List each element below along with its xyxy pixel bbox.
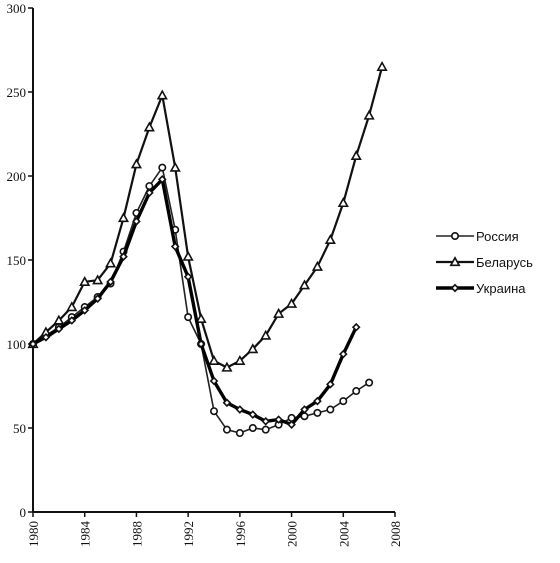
data-point: [221, 361, 233, 372]
y-tick-label: 100: [7, 337, 27, 352]
y-tick-label: 250: [7, 85, 27, 100]
chart-axes: 0 50 100 150 200 250 300 1980 1984 1988 1992 1996 20…: [7, 1, 404, 547]
legend-item: Россия: [436, 229, 519, 244]
legend-item: Украина: [436, 281, 526, 296]
x-tick-label: 1996: [233, 521, 248, 548]
data-point: [106, 277, 115, 287]
data-point: [365, 378, 374, 387]
data-point: [130, 158, 142, 169]
y-tick-label: 150: [7, 253, 27, 268]
data-point: [183, 272, 193, 282]
data-point: [339, 397, 348, 406]
legend-label: Беларусь: [476, 255, 533, 270]
data-point: [326, 405, 335, 414]
data-point: [195, 312, 207, 323]
data-point: [261, 416, 271, 426]
data-point: [273, 307, 285, 318]
chart-series: [27, 60, 388, 438]
data-point: [157, 175, 167, 184]
data-point: [145, 188, 154, 198]
data-point: [350, 149, 362, 160]
data-point: [210, 407, 219, 416]
data-point: [337, 197, 349, 208]
data-point: [260, 329, 272, 340]
data-point: [170, 242, 180, 251]
data-point: [93, 294, 102, 303]
data-point: [119, 252, 128, 261]
legend-marker: [450, 232, 459, 241]
legend-marker: [449, 256, 461, 267]
data-point: [105, 257, 117, 268]
data-point: [222, 398, 232, 408]
x-tick-label: 2004: [336, 521, 351, 548]
legend-item: Беларусь: [436, 255, 533, 270]
data-point: [313, 396, 322, 406]
data-point: [274, 415, 283, 424]
data-point: [261, 425, 270, 434]
x-tick-label: 1992: [181, 521, 196, 547]
series-3: [28, 175, 361, 429]
data-point: [41, 332, 51, 342]
data-point: [324, 233, 336, 244]
legend-label: Украина: [476, 281, 526, 296]
series-line: [32, 166, 370, 434]
data-point: [184, 313, 193, 322]
data-point: [248, 410, 258, 419]
data-point: [235, 429, 244, 438]
data-point: [376, 60, 388, 71]
data-point: [209, 376, 219, 386]
data-point: [352, 387, 361, 396]
x-tick-label: 1988: [129, 521, 144, 547]
data-point: [117, 212, 130, 223]
y-tick-label: 0: [20, 505, 27, 520]
data-point: [196, 339, 206, 349]
data-point: [248, 423, 257, 432]
data-point: [80, 306, 90, 315]
data-point: [132, 217, 141, 226]
data-point: [286, 297, 298, 308]
y-tick-label: 50: [13, 421, 26, 436]
data-point: [92, 274, 104, 285]
data-point: [326, 379, 335, 389]
data-point: [363, 109, 375, 120]
data-point: [67, 316, 77, 325]
data-point: [313, 408, 322, 417]
data-point: [156, 89, 168, 100]
data-point: [234, 354, 246, 365]
x-tick-label: 1980: [26, 521, 41, 547]
legend-marker: [450, 283, 460, 293]
data-point: [298, 279, 311, 290]
data-point: [169, 161, 181, 172]
y-tick-label: 200: [7, 169, 27, 184]
data-point: [235, 405, 245, 414]
data-point: [143, 121, 155, 132]
x-tick-label: 1984: [78, 521, 93, 548]
data-point: [182, 250, 194, 261]
data-point: [351, 322, 361, 332]
data-point: [53, 314, 65, 325]
data-point: [311, 260, 323, 271]
x-tick-label: 2000: [285, 521, 300, 547]
legend-label: Россия: [476, 229, 519, 244]
series-line: [32, 177, 358, 427]
data-point: [222, 425, 231, 434]
chart-legend: Россия Беларусь Украина: [436, 229, 533, 296]
data-point: [300, 405, 309, 414]
data-point: [338, 349, 348, 359]
y-tick-label: 300: [7, 1, 27, 16]
data-point: [287, 420, 296, 429]
data-point: [28, 339, 38, 349]
data-point: [66, 301, 78, 312]
series-line: [32, 66, 384, 369]
series-2: [27, 60, 388, 372]
x-tick-label: 2008: [388, 521, 403, 547]
data-point: [208, 354, 220, 365]
data-point: [54, 324, 64, 334]
data-point: [158, 163, 167, 172]
data-point: [79, 275, 91, 287]
data-point: [247, 343, 259, 354]
